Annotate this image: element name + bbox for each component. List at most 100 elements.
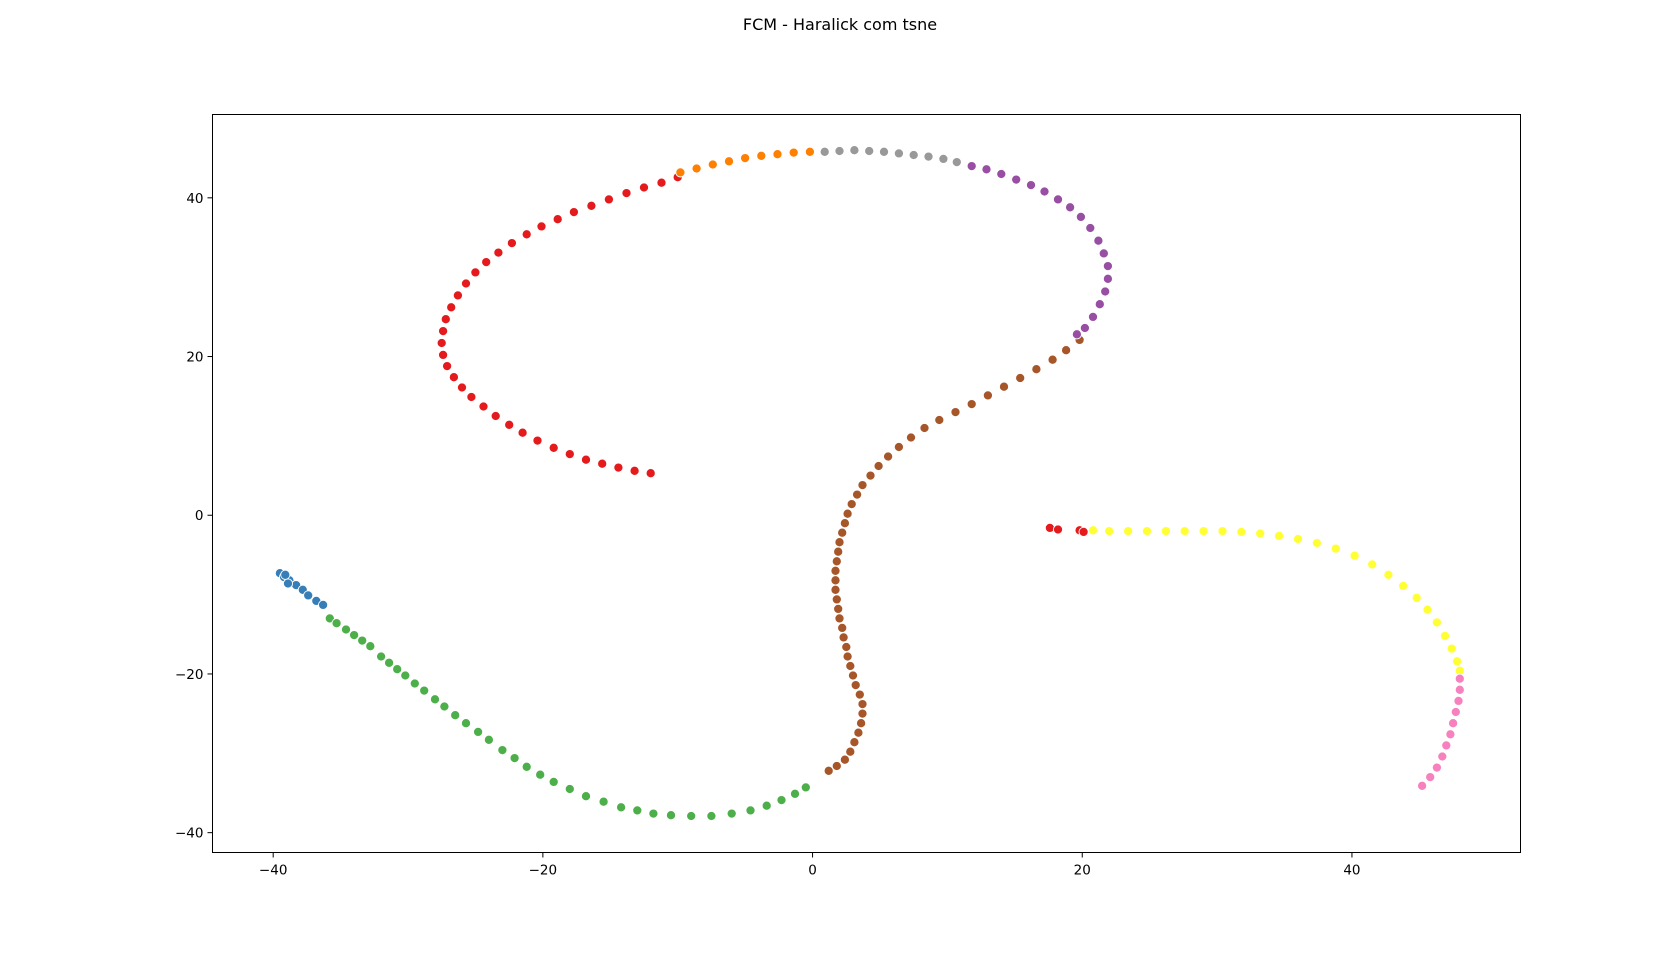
data-point [564,449,575,460]
data-point [745,805,756,816]
data-point [938,153,949,164]
x-tick-label: 20 [1074,863,1091,879]
data-point [776,795,787,806]
data-point [686,810,697,822]
y-tick-label: −20 [175,667,204,683]
data-point [1085,222,1096,234]
data-point [707,159,718,170]
data-point [384,657,395,668]
data-point [996,168,1007,180]
y-tick-label: −40 [175,826,204,842]
data-point [419,685,430,696]
data-point [823,765,834,776]
data-point [446,302,457,313]
data-point [756,150,767,161]
data-point [830,575,841,586]
data-point [280,569,291,580]
data-point [580,454,592,465]
data-point [429,694,441,705]
data-point [1454,673,1465,684]
cluster-0 [274,568,329,610]
data-point [857,480,868,491]
data-point [831,594,842,605]
data-point [438,326,449,337]
data-point [951,157,962,168]
cluster-4 [675,146,815,178]
y-tick-label: 40 [186,191,203,207]
data-point [691,163,702,174]
data-point [1087,525,1099,536]
data-point [1015,372,1026,384]
data-point [873,460,884,472]
data-point [966,161,977,172]
data-point [1454,684,1465,695]
data-point [1383,569,1394,580]
data-point [804,146,815,157]
data-point [1079,322,1090,334]
data-point [830,565,841,576]
data-point [831,556,842,567]
data-point [837,527,848,538]
data-point [1349,550,1360,561]
data-point [923,151,934,162]
data-point [1071,329,1082,340]
data-point [586,200,597,211]
data-point [473,726,484,737]
data-point [1052,524,1064,535]
data-point [846,499,857,510]
data-point [460,718,472,729]
data-point [1044,522,1055,533]
data-point [740,153,751,164]
data-point [675,167,686,178]
data-point [532,435,543,446]
data-point [568,207,579,218]
data-point [331,618,342,629]
data-point [648,808,659,819]
data-point [656,177,667,188]
data-point [1450,706,1461,718]
data-point [842,508,853,519]
cluster-1 [324,613,811,822]
data-point [616,802,627,813]
data-point [833,603,844,614]
data-point [318,599,329,610]
data-point [838,632,849,643]
data-point [1179,526,1190,537]
data-point [409,678,420,689]
data-point [789,788,801,799]
data-point [1011,174,1022,185]
data-point [1445,729,1456,740]
data-point [440,314,451,325]
data-point [613,462,624,473]
data-point [1431,762,1442,773]
data-point [1311,537,1322,549]
data-point [761,800,772,811]
data-point [1437,751,1448,762]
data-point [392,664,403,675]
data-point [552,214,563,225]
data-point [1398,580,1409,591]
data-point [1441,740,1452,751]
data-point [481,257,492,268]
data-point [706,810,717,822]
data-point [506,238,517,249]
data-point [1439,630,1451,641]
data-point [470,267,481,278]
cluster-3 [436,172,1089,537]
cluster-5 [819,145,962,168]
data-point [1102,261,1113,272]
data-point [847,670,859,681]
data-point [478,401,489,412]
axes: −40 −20 0 20 40 −40 −20 0 20 40 [175,191,1361,879]
data-point [893,148,904,159]
data-point [1422,604,1433,615]
data-point [1425,772,1436,783]
chart-title: FCM - Haralick com tsne [743,15,937,34]
cluster-7 [1087,525,1465,676]
data-point [452,290,463,301]
data-point [490,410,501,422]
data-point [934,414,945,426]
data-point [865,470,876,481]
data-point [864,145,875,157]
cluster-8 [1417,673,1465,791]
